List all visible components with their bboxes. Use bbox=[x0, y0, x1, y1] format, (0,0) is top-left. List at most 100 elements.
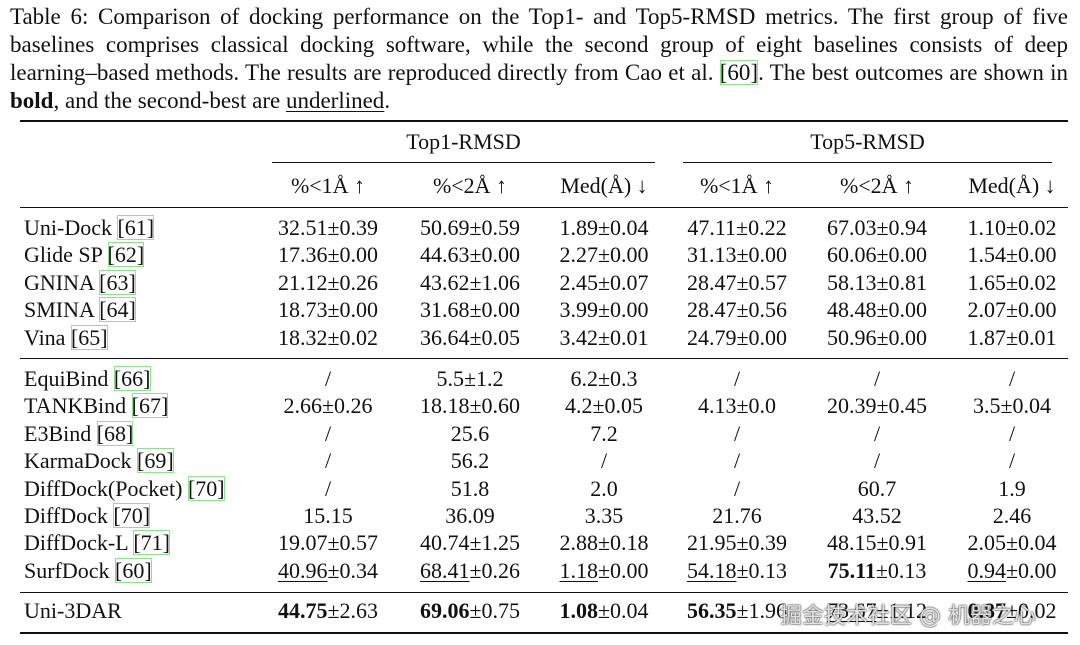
cell-value: 54.18 bbox=[686, 557, 737, 583]
citation[interactable]: [61] bbox=[117, 215, 155, 240]
cell: 21.76 bbox=[712, 503, 762, 528]
cell: 56.2 bbox=[450, 448, 490, 474]
cell-value: 1.18 bbox=[559, 557, 598, 583]
method-name: TANKBind bbox=[24, 393, 127, 419]
cell: / bbox=[1008, 420, 1016, 446]
cell: 73.67±1.12 bbox=[827, 598, 927, 624]
citation[interactable]: [60] bbox=[719, 60, 759, 85]
cell: 18.73±0.00 bbox=[277, 297, 379, 323]
cell: 44.63±0.00 bbox=[419, 242, 521, 268]
method-name: DiffDock-L bbox=[24, 530, 128, 556]
cell: 56.35±1.96 bbox=[687, 598, 787, 624]
cell: / bbox=[873, 448, 881, 474]
cell-value: 40.96 bbox=[277, 557, 328, 583]
cell: 32.51±0.39 bbox=[277, 215, 379, 240]
cell: 36.09 bbox=[445, 503, 495, 528]
cell: / bbox=[324, 448, 332, 474]
cell: 21.12±0.26 bbox=[277, 269, 379, 295]
citation[interactable]: [67] bbox=[131, 393, 169, 419]
cell: 18.18±0.60 bbox=[419, 393, 521, 419]
mid-rule bbox=[20, 592, 1068, 593]
cell: 0.94±0.00 bbox=[967, 558, 1056, 584]
cell-error: ±0.04 bbox=[597, 598, 649, 623]
cell: 60.06±0.00 bbox=[826, 242, 928, 268]
top-rule bbox=[20, 120, 1068, 122]
cell: 2.05±0.04 bbox=[967, 530, 1057, 556]
cell: / bbox=[1008, 366, 1016, 391]
citation[interactable]: [64] bbox=[99, 297, 136, 323]
method-name: DiffDock bbox=[24, 503, 108, 528]
cell-value: 73.67 bbox=[826, 598, 877, 623]
cell: 67.03±0.94 bbox=[826, 215, 928, 240]
method-name: Uni-Dock bbox=[24, 215, 112, 240]
cell: 0.87±0.02 bbox=[967, 598, 1056, 624]
caption-text: . The best outcomes are shown in bbox=[758, 60, 1068, 85]
cell: 69.06±0.75 bbox=[420, 598, 520, 624]
citation[interactable]: [70] bbox=[187, 475, 225, 501]
method-name: Vina bbox=[24, 324, 66, 350]
citation[interactable]: [63] bbox=[99, 269, 136, 295]
cell: 43.62±1.06 bbox=[419, 269, 521, 295]
method: E3Bind [68] bbox=[24, 420, 134, 447]
caption: Table 6: Comparison of docking performan… bbox=[10, 3, 1068, 115]
citation[interactable]: [69] bbox=[137, 448, 174, 474]
cell: 40.96±0.34 bbox=[278, 558, 378, 584]
cell: 28.47±0.56 bbox=[686, 297, 788, 323]
citation[interactable]: [62] bbox=[107, 242, 145, 268]
cell: 50.69±0.59 bbox=[419, 215, 521, 240]
cell-value: 75.11 bbox=[827, 557, 876, 583]
cell-error: ±0.02 bbox=[1005, 598, 1057, 623]
cell: 2.0 bbox=[590, 475, 618, 501]
column-header: Med(Å) ↓ bbox=[560, 173, 648, 198]
cell: 17.36±0.00 bbox=[277, 242, 379, 268]
citation[interactable]: [70] bbox=[113, 503, 151, 528]
method-name: GNINA bbox=[24, 269, 94, 295]
cell: 1.65±0.02 bbox=[967, 269, 1057, 295]
cell: 2.88±0.18 bbox=[559, 530, 649, 556]
method: DiffDock-L [71] bbox=[24, 530, 171, 556]
cell-error: ±0.34 bbox=[327, 557, 379, 583]
citation[interactable]: [68] bbox=[96, 420, 134, 446]
citation[interactable]: [60] bbox=[115, 557, 152, 583]
citation[interactable]: [66] bbox=[113, 366, 151, 391]
cell: 1.10±0.02 bbox=[967, 215, 1057, 240]
mid-rule bbox=[20, 207, 1068, 208]
method: TANKBind [67] bbox=[24, 393, 169, 419]
watermark: 掘金技术社区 @ 机器之心 bbox=[780, 604, 1036, 629]
cell: 3.42±0.01 bbox=[559, 324, 649, 350]
cell: 19.07±0.57 bbox=[277, 530, 379, 556]
cell: / bbox=[324, 475, 332, 501]
cell: 1.89±0.04 bbox=[559, 215, 649, 240]
column-group: Top5-RMSD bbox=[810, 129, 925, 154]
cell: 20.39±0.45 bbox=[826, 393, 928, 419]
cell-error: ±0.26 bbox=[469, 557, 521, 583]
method: KarmaDock [69] bbox=[24, 448, 174, 474]
cell: / bbox=[873, 366, 881, 391]
cell: 75.11±0.13 bbox=[828, 558, 927, 584]
cell: / bbox=[324, 366, 332, 391]
cell: / bbox=[733, 475, 741, 501]
method: EquiBind [66] bbox=[24, 366, 151, 392]
cell-value: 44.75 bbox=[277, 598, 328, 623]
citation[interactable]: [65] bbox=[70, 324, 108, 350]
mid-rule bbox=[20, 358, 1068, 359]
cell-value: 68.41 bbox=[419, 557, 470, 583]
caption-underlined: underlined bbox=[285, 88, 385, 113]
cell-error: ±1.12 bbox=[876, 598, 928, 623]
cell: 18.32±0.02 bbox=[277, 324, 379, 350]
caption-text: . bbox=[384, 88, 391, 113]
method: GNINA [63] bbox=[24, 269, 136, 296]
column-header: %<1Å ↑ bbox=[290, 173, 366, 198]
cell: 2.66±0.26 bbox=[283, 393, 373, 419]
cell-error: ±0.13 bbox=[875, 557, 927, 583]
cell: 2.27±0.00 bbox=[559, 242, 649, 268]
cell-value: 0.87 bbox=[967, 598, 1006, 623]
column-group: Top1-RMSD bbox=[406, 129, 521, 154]
citation[interactable]: [71] bbox=[133, 530, 171, 556]
cell-value: 0.94 bbox=[967, 557, 1006, 583]
cell: 1.54±0.00 bbox=[967, 242, 1057, 268]
cell-error: ±0.75 bbox=[469, 598, 521, 623]
cell: 4.2±0.05 bbox=[564, 393, 644, 419]
cell: 48.48±0.00 bbox=[826, 297, 928, 323]
